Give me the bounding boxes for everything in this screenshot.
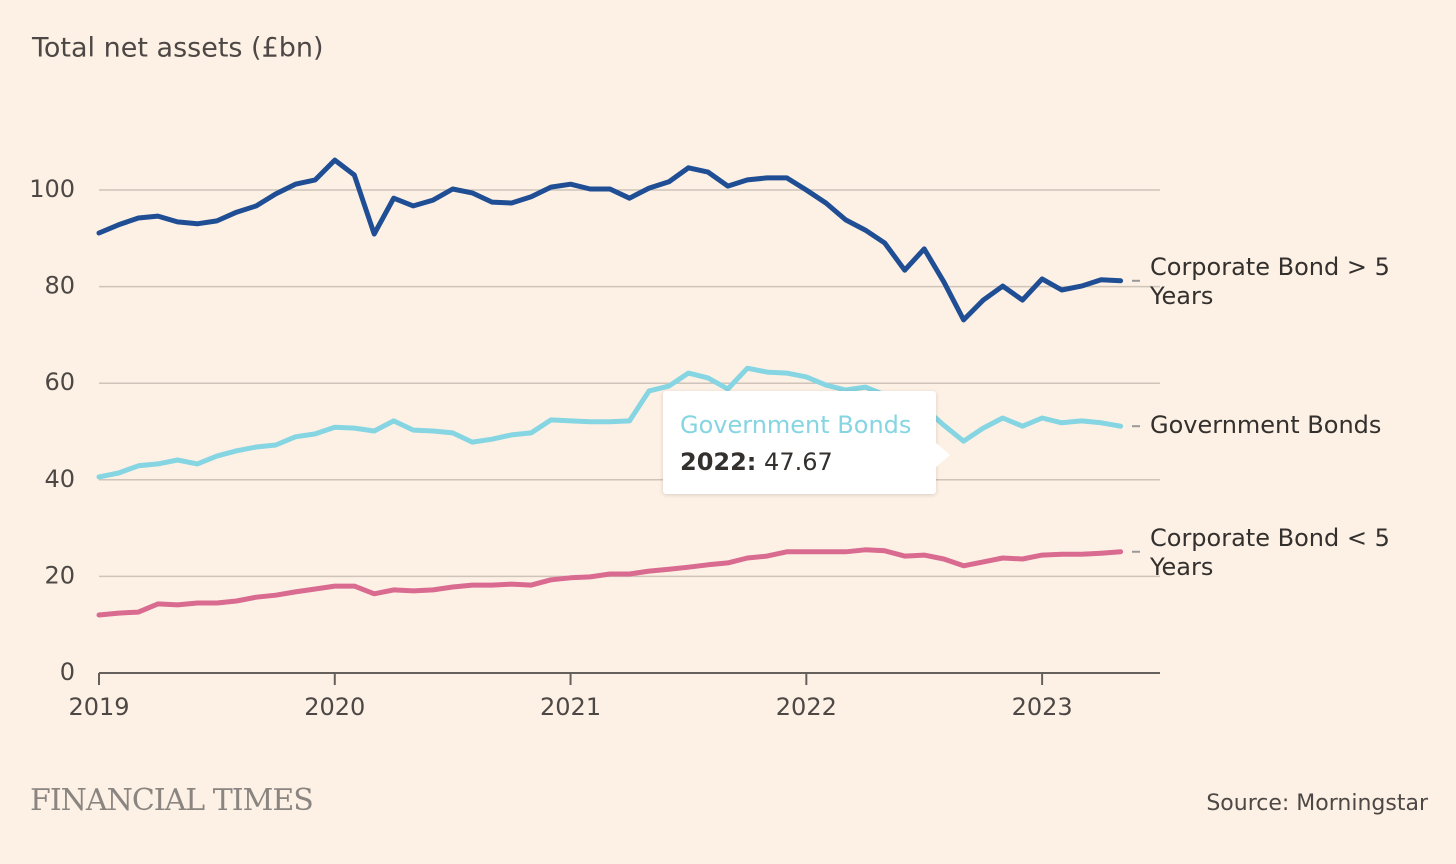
- series-line: [96, 365, 1124, 480]
- series-label: Government Bonds: [1150, 411, 1382, 440]
- x-tick-label: 2022: [776, 693, 837, 721]
- y-tick-label: 0: [60, 658, 75, 686]
- x-tick-label: 2021: [540, 693, 601, 721]
- tooltip-body: 2022: 47.67: [680, 448, 833, 476]
- y-tick-label: 100: [29, 175, 75, 203]
- grid: [99, 189, 1160, 674]
- x-tick-label: 2019: [68, 693, 129, 721]
- tooltip-value: 47.67: [764, 448, 833, 476]
- y-tick-label: 80: [44, 272, 75, 300]
- y-tick-label: 20: [44, 561, 75, 589]
- x-tick-label: 2020: [304, 693, 365, 721]
- y-tick-label: 40: [44, 465, 75, 493]
- series-line: [96, 157, 1124, 323]
- tooltip: Government Bonds 2022: 47.67: [663, 391, 936, 494]
- tooltip-arrow: [936, 443, 950, 467]
- logo: FINANCIAL TIMES: [30, 783, 313, 818]
- x-tick-label: 2023: [1012, 693, 1073, 721]
- series-label: Corporate Bond > 5 Years: [1150, 252, 1390, 310]
- series-line: [96, 547, 1124, 618]
- chart-title: Total net assets (£bn): [31, 33, 324, 64]
- tooltip-title: Government Bonds: [680, 411, 912, 439]
- source: Source: Morningstar: [1206, 791, 1429, 816]
- series-label: Corporate Bond < 5 Years: [1150, 523, 1390, 581]
- y-tick-label: 60: [44, 368, 75, 396]
- tooltip-label: 2022:: [680, 448, 757, 476]
